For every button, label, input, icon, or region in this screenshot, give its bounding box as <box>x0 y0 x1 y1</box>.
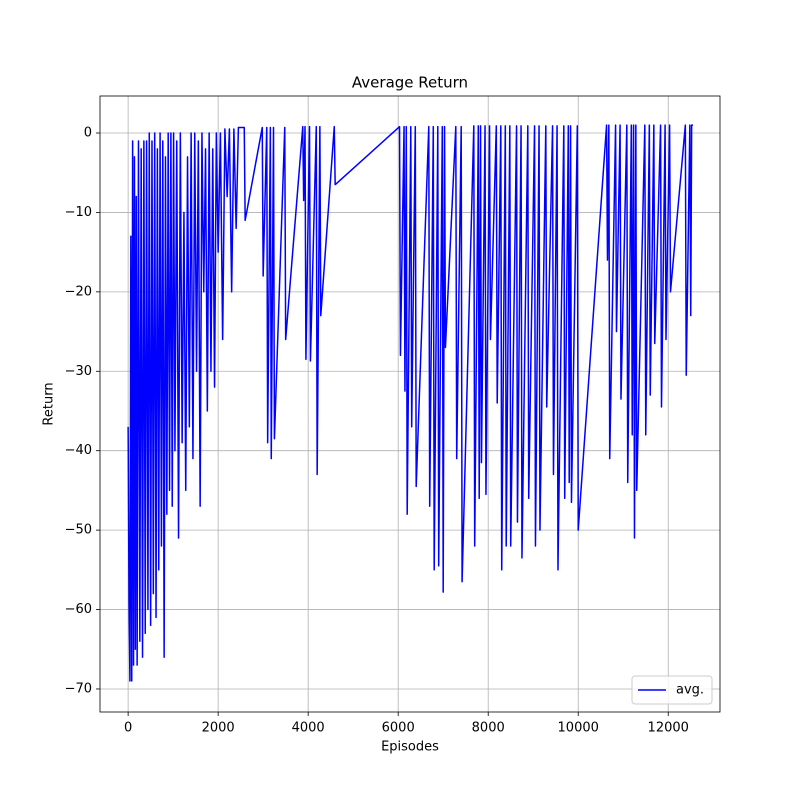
y-axis-label: Return <box>42 382 57 425</box>
y-tick-label: −60 <box>65 602 92 617</box>
x-axis-label: Episodes <box>381 740 439 755</box>
line-series <box>127 124 693 682</box>
y-tick-label: −10 <box>65 205 92 220</box>
x-tick-label: 10000 <box>558 721 599 736</box>
chart-title: Average Return <box>352 74 468 92</box>
y-tick-label: −70 <box>65 681 92 696</box>
x-tick-label: 8000 <box>472 721 505 736</box>
plot-frame <box>99 95 721 713</box>
y-tick-label: −50 <box>65 523 92 538</box>
y-tick-label: −20 <box>65 284 92 299</box>
y-tick-label: 0 <box>84 126 92 141</box>
y-tick-label: −30 <box>65 364 92 379</box>
x-tick-label: 2000 <box>202 721 235 736</box>
legend-box <box>631 675 713 705</box>
x-tick-label: 12000 <box>648 721 689 736</box>
x-tick-label: 4000 <box>292 721 325 736</box>
legend-label: avg. <box>676 683 704 698</box>
x-tick-label: 0 <box>124 721 132 736</box>
y-tick-label: −40 <box>65 443 92 458</box>
x-tick-label: 6000 <box>382 721 415 736</box>
